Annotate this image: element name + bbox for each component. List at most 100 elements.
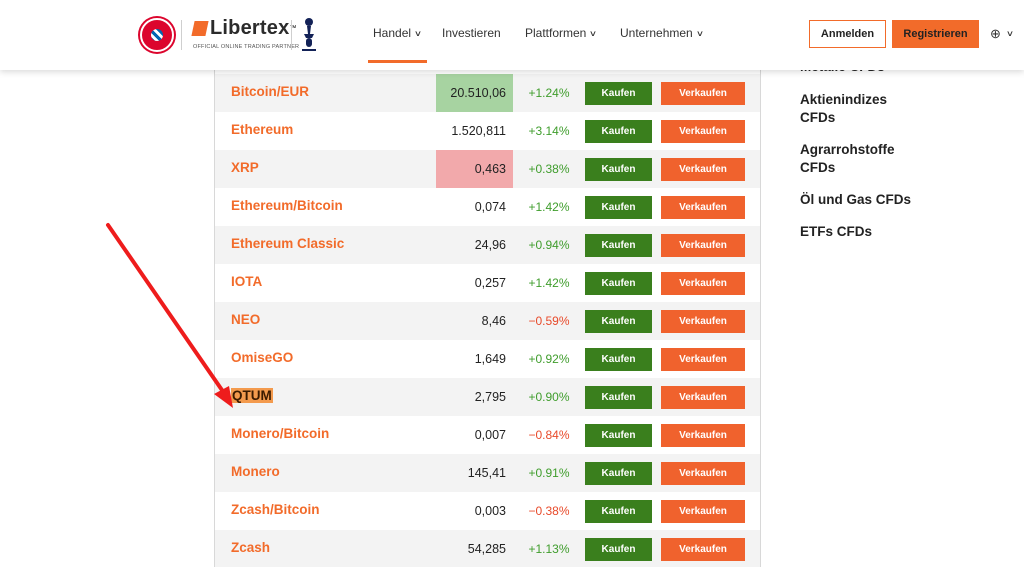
asset-change: +0.94% — [528, 238, 570, 252]
asset-name-link[interactable]: Ethereum — [231, 122, 294, 137]
asset-name-link[interactable]: Zcash/Bitcoin — [231, 502, 320, 517]
asset-name-link[interactable]: Bitcoin/EUR — [231, 84, 310, 99]
asset-price: 24,96 — [474, 238, 506, 252]
asset-price: 0,003 — [474, 504, 506, 518]
asset-price: 1,649 — [474, 352, 506, 366]
nav-label: Unternehmen — [620, 26, 693, 40]
sell-button[interactable]: Verkaufen — [661, 538, 745, 561]
sidebar-item-agrarrohstoffe[interactable]: Agrarrohstoffe CFDs — [800, 142, 895, 175]
asset-price: 54,285 — [467, 542, 506, 556]
asset-name-link[interactable]: Ethereum/Bitcoin — [231, 198, 343, 213]
register-button[interactable]: Registrieren — [892, 20, 979, 48]
sell-button[interactable]: Verkaufen — [661, 272, 745, 295]
asset-price: 2,795 — [474, 390, 506, 404]
nav-handel[interactable]: Handel ∨ — [373, 0, 423, 66]
sell-button[interactable]: Verkaufen — [661, 386, 745, 409]
sell-button[interactable]: Verkaufen — [661, 500, 745, 523]
asset-change: +3.14% — [528, 124, 570, 138]
table-row: Zcash/Bitcoin 0,003 −0.38% Kaufen Verkaufen — [215, 492, 760, 530]
asset-name-link[interactable]: OmiseGO — [231, 350, 294, 365]
buy-button[interactable]: Kaufen — [585, 348, 652, 371]
fc-bayern-logo — [140, 18, 174, 52]
buy-button[interactable]: Kaufen — [585, 234, 652, 257]
sidebar-item-aktienindizes[interactable]: Aktienindizes CFDs — [800, 92, 888, 125]
sell-button[interactable]: Verkaufen — [661, 310, 745, 333]
asset-name-link[interactable]: IOTA — [231, 274, 263, 289]
logo-tm: ™ — [289, 25, 297, 32]
table-row: XRP 0,463 +0.38% Kaufen Verkaufen — [215, 150, 760, 188]
nav-investieren[interactable]: Investieren — [442, 0, 501, 66]
table-row: Zcash 54,285 +1.13% Kaufen Verkaufen — [215, 530, 760, 567]
sell-button[interactable]: Verkaufen — [661, 234, 745, 257]
asset-change: +1.13% — [528, 542, 570, 556]
chevron-down-icon[interactable]: ∨ — [1005, 29, 1015, 38]
buy-button[interactable]: Kaufen — [585, 82, 652, 105]
buy-button[interactable]: Kaufen — [585, 120, 652, 143]
buy-button[interactable]: Kaufen — [585, 538, 652, 561]
asset-name-link[interactable]: QTUM — [231, 388, 273, 403]
asset-change: −0.84% — [528, 428, 570, 442]
globe-icon[interactable]: ⊕ — [990, 26, 1001, 41]
asset-name-link[interactable]: Monero — [231, 464, 280, 479]
asset-price: 0,257 — [474, 276, 506, 290]
nav-plattformen[interactable]: Plattformen ∨ — [525, 0, 597, 66]
buy-button[interactable]: Kaufen — [585, 310, 652, 333]
login-button[interactable]: Anmelden — [809, 20, 886, 48]
asset-change: +0.91% — [528, 466, 570, 480]
asset-name-link[interactable]: Zcash — [231, 540, 271, 555]
sell-button[interactable]: Verkaufen — [661, 348, 745, 371]
asset-change: +0.90% — [528, 390, 570, 404]
sell-button[interactable]: Verkaufen — [661, 424, 745, 447]
asset-change: −0.59% — [528, 314, 570, 328]
buy-button[interactable]: Kaufen — [585, 196, 652, 219]
table-row: NEO 8,46 −0.59% Kaufen Verkaufen — [215, 302, 760, 340]
asset-name-link[interactable]: XRP — [231, 160, 259, 175]
nav-active-indicator — [368, 60, 427, 63]
divider — [181, 20, 182, 50]
asset-change: +0.38% — [528, 162, 570, 176]
asset-price: 0,463 — [436, 150, 513, 188]
asset-change: +1.42% — [528, 200, 570, 214]
asset-price: 145,41 — [467, 466, 506, 480]
sell-button[interactable]: Verkaufen — [661, 158, 745, 181]
nav-unternehmen[interactable]: Unternehmen ∨ — [620, 0, 704, 66]
table-row: Bitcoin/EUR 20.510,06 +1.24% Kaufen Verkaufe… — [215, 74, 760, 112]
table-row: Monero/Bitcoin 0,007 −0.84% Kaufen Verkaufen — [215, 416, 760, 454]
asset-name-link[interactable]: NEO — [231, 312, 261, 327]
buy-button[interactable]: Kaufen — [585, 272, 652, 295]
asset-price: 8,46 — [481, 314, 506, 328]
asset-price: 0,074 — [474, 200, 506, 214]
sell-button[interactable]: Verkaufen — [661, 196, 745, 219]
libertex-mark-icon — [191, 21, 209, 36]
buy-button[interactable]: Kaufen — [585, 158, 652, 181]
libertex-logo[interactable]: Libertex ™ — [191, 17, 297, 40]
buy-button[interactable]: Kaufen — [585, 462, 652, 485]
sidebar-item-etfs[interactable]: ETFs CFDs — [800, 224, 873, 239]
tottenham-logo — [302, 18, 316, 51]
logo-name: Libertex — [210, 17, 290, 39]
nav-label: Investieren — [442, 26, 501, 40]
table-row: Ethereum 1.520,811 +3.14% Kaufen Verkaufen — [215, 112, 760, 150]
nav-label: Handel — [373, 26, 412, 40]
sell-button[interactable]: Verkaufen — [661, 120, 745, 143]
buy-button[interactable]: Kaufen — [585, 500, 652, 523]
asset-change: +1.24% — [528, 86, 570, 100]
asset-name-link[interactable]: Ethereum Classic — [231, 236, 345, 251]
asset-price: 1.520,811 — [451, 124, 506, 138]
table-row: Ethereum/Bitcoin 0,074 +1.42% Kaufen Verkauf… — [215, 188, 760, 226]
site-header: Libertex ™ OFFICIAL ONLINE TRADING PARTN… — [0, 0, 1024, 70]
nav-label: Plattformen — [525, 26, 587, 40]
asset-name-link[interactable]: Monero/Bitcoin — [231, 426, 330, 441]
buy-button[interactable]: Kaufen — [585, 424, 652, 447]
sell-button[interactable]: Verkaufen — [661, 462, 745, 485]
asset-price: 20.510,06 — [436, 74, 513, 112]
sidebar-item-oel-gas[interactable]: Öl und Gas CFDs — [800, 192, 912, 207]
buy-button[interactable]: Kaufen — [585, 386, 652, 409]
table-row: Ethereum Classic 24,96 +0.94% Kaufen Verkauf… — [215, 226, 760, 264]
chevron-down-icon: ∨ — [695, 28, 704, 38]
crypto-table: Litecoin/Bitcoin0,003−0.72%KaufenVerkauf… — [214, 44, 761, 567]
asset-change: +0.92% — [528, 352, 570, 366]
chevron-down-icon: ∨ — [413, 28, 423, 38]
table-row: OmiseGO 1,649 +0.92% Kaufen Verkaufen — [215, 340, 760, 378]
sell-button[interactable]: Verkaufen — [661, 82, 745, 105]
